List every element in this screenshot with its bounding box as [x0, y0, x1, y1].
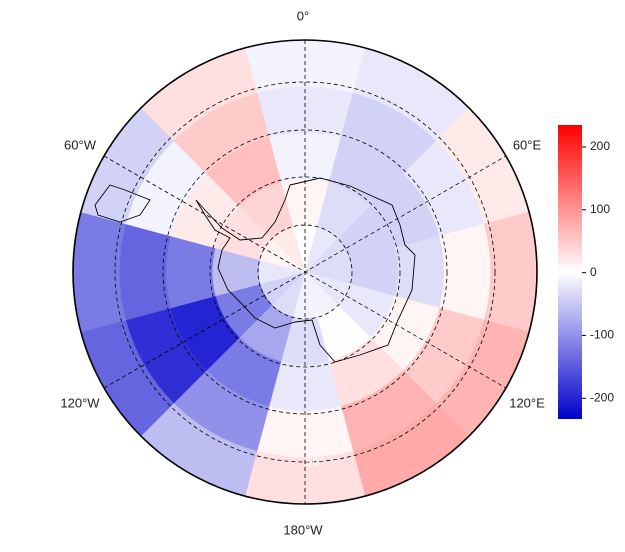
field-cell [394, 235, 445, 309]
field-cell [72, 211, 127, 333]
colorbar-tick-label: 200 [590, 139, 610, 153]
field-cell [165, 235, 216, 309]
graticule [103, 40, 507, 504]
field-cell [483, 211, 538, 333]
lat-label: 50° [306, 455, 324, 469]
coastline [94, 184, 151, 223]
lat-circle [209, 176, 401, 368]
colorbar-ticks: 200 100 0 -100 -200 [582, 139, 614, 404]
colorbar [558, 125, 582, 419]
lat-circle [257, 224, 353, 320]
lat-circle [162, 129, 448, 415]
colorbar-tick-label: 0 [590, 265, 597, 279]
colorbar-tick-label: -100 [590, 328, 614, 342]
lon-label: 60°E [513, 137, 542, 152]
lat-circle [114, 81, 496, 463]
lon-label: 0° [297, 8, 309, 23]
lon-label: 120°W [60, 395, 100, 410]
field [72, 39, 538, 505]
coastline [195, 177, 416, 363]
lon-label: 180°W [283, 522, 323, 537]
colorbar-tick-label: 100 [590, 202, 610, 216]
meridian [103, 155, 507, 389]
field-cell [119, 223, 171, 321]
map-border [72, 39, 538, 505]
lon-label: 60°W [64, 137, 97, 152]
colorbar-tick-label: -200 [590, 390, 614, 404]
lon-label: 120°E [509, 395, 545, 410]
